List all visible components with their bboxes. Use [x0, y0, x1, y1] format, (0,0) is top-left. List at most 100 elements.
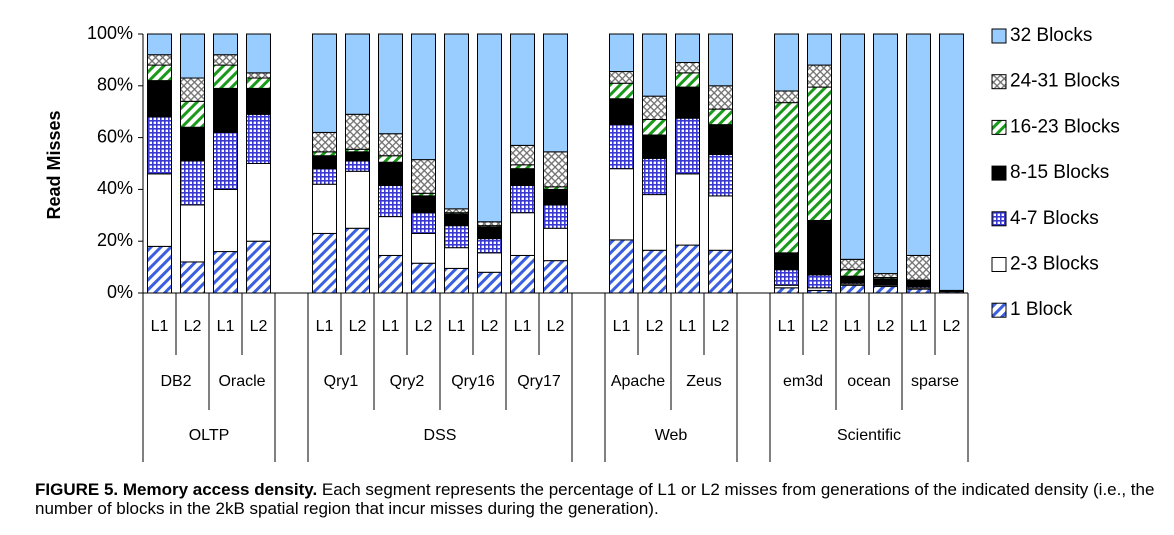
bar-segment: [312, 183, 337, 234]
bar-segment: [510, 33, 535, 146]
level-label: L1: [910, 318, 928, 335]
bar-segment: [213, 54, 238, 66]
bar-segment: [708, 153, 733, 197]
legend-label: 24-31 Blocks: [1010, 71, 1120, 92]
bar-segment: [477, 221, 502, 227]
bar-segment: [675, 33, 700, 63]
bar-segment: [477, 33, 502, 223]
bar-segment: [180, 160, 205, 206]
bar-segment: [543, 227, 568, 262]
bar-segment: [312, 33, 337, 133]
bar-segment: [708, 85, 733, 110]
bar-segment: [246, 163, 271, 242]
bar-segment: [807, 86, 832, 221]
level-label: L2: [877, 318, 895, 335]
y-tick-label: 60%: [97, 126, 133, 146]
bar-segment: [939, 33, 964, 291]
bar-segment: [378, 33, 403, 135]
bar-segment: [411, 33, 436, 161]
level-label: L2: [811, 318, 829, 335]
level-label: L2: [250, 318, 268, 335]
bar-segment: [840, 33, 865, 260]
bar-segment: [147, 245, 172, 294]
bar-segment: [246, 72, 271, 79]
level-label: L1: [778, 318, 796, 335]
bar-segment: [642, 95, 667, 120]
bar-segment: [378, 216, 403, 256]
level-label: L1: [151, 318, 169, 335]
bar-segment: [147, 54, 172, 66]
level-label: L1: [448, 318, 466, 335]
bar-segment: [246, 240, 271, 294]
bar-segment: [708, 108, 733, 126]
bar-segment: [378, 133, 403, 157]
bar-segment: [774, 33, 799, 92]
bar-segment: [444, 208, 469, 214]
level-label: L1: [217, 318, 235, 335]
bar-segment: [543, 33, 568, 153]
bar-segment: [246, 113, 271, 164]
bar-segment: [708, 249, 733, 294]
bar-segment: [510, 168, 535, 187]
legend-swatch: [991, 74, 1007, 90]
bar-segment: [180, 77, 205, 102]
benchmark-label: ocean: [847, 373, 891, 390]
bar-segment: [543, 204, 568, 229]
bar-segment: [345, 151, 370, 162]
level-label: L2: [184, 318, 202, 335]
bar-segment: [312, 155, 337, 170]
bar-segment: [213, 131, 238, 190]
bar-segment: [246, 77, 271, 89]
bar-segment: [510, 185, 535, 214]
y-tick-label: 20%: [97, 230, 133, 250]
bar-segment: [213, 251, 238, 294]
bar-segment: [510, 164, 535, 170]
legend-swatch: [991, 257, 1007, 272]
bar-segment: [180, 204, 205, 263]
bar-segment: [246, 33, 271, 74]
y-tick-label: 40%: [97, 178, 133, 198]
caption-label: FIGURE 5. Memory access density.: [35, 480, 318, 499]
bar-segment: [906, 279, 931, 288]
bar-segment: [840, 284, 865, 294]
bar-segment: [378, 254, 403, 294]
bar-segment: [213, 188, 238, 253]
bar-segment: [642, 157, 667, 196]
bar-segment: [609, 82, 634, 100]
y-tick-label: 0%: [107, 282, 133, 302]
bar-segment: [510, 144, 535, 166]
bar-segment: [906, 254, 931, 281]
caption: FIGURE 5. Memory access density. Each se…: [35, 480, 1155, 518]
bar-segment: [708, 33, 733, 87]
benchmark-label: Qry16: [451, 373, 495, 390]
level-label: L1: [316, 318, 334, 335]
legend-swatch: [991, 119, 1007, 135]
bar-segment: [708, 124, 733, 155]
bar-segment: [411, 212, 436, 234]
bar-segment: [840, 275, 865, 284]
level-label: L1: [679, 318, 697, 335]
bar-segment: [543, 188, 568, 206]
legend-label: 16-23 Blocks: [1010, 116, 1120, 137]
bar-segment: [345, 33, 370, 115]
legend-label: 32 Blocks: [1010, 25, 1092, 46]
group-label: DSS: [424, 427, 457, 444]
bar-segment: [147, 33, 172, 56]
bar-segment: [774, 252, 799, 271]
bar-segment: [510, 212, 535, 256]
bar-segment: [312, 131, 337, 153]
level-label: L2: [481, 318, 499, 335]
level-label: L1: [514, 318, 532, 335]
bar-segment: [642, 134, 667, 159]
bar-segment: [642, 33, 667, 97]
bar-segment: [675, 244, 700, 294]
bar-segment: [213, 87, 238, 133]
bar-segment: [411, 262, 436, 294]
bar-segment: [543, 151, 568, 188]
bar-segment: [642, 194, 667, 251]
bar-segment: [147, 80, 172, 118]
bar-segment: [147, 116, 172, 175]
bar-segment: [807, 64, 832, 88]
bar-segment: [345, 113, 370, 150]
bar-segment: [444, 225, 469, 249]
